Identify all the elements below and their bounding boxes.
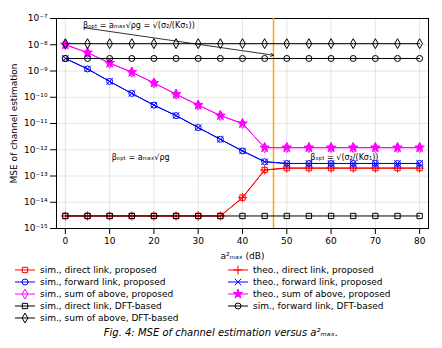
svg-text:20: 20 [148,236,160,246]
svg-text:10⁻¹³: 10⁻¹³ [24,171,48,181]
svg-text:10⁻¹¹: 10⁻¹¹ [24,118,48,128]
svg-text:MSE of channel estimation: MSE of channel estimation [9,64,19,184]
svg-text:10⁻⁸: 10⁻⁸ [28,40,48,50]
svg-text:βₒₚₜ = aₘₐₓ√ρg = √(σ₂/(Kσ₁)): βₒₚₜ = aₘₐₓ√ρg = √(σ₂/(Kσ₁)) [83,21,195,30]
svg-text:80: 80 [414,236,426,246]
svg-text:10: 10 [104,236,116,246]
html-text:theo., sum of above, proposed: theo., sum of above, proposed [253,288,391,299]
svg-text:50: 50 [281,236,293,246]
html-text:sim., sum of above, proposed: sim., sum of above, proposed [40,288,174,299]
svg-text:0: 0 [62,236,68,246]
svg-text:10⁻⁷: 10⁻⁷ [28,13,48,23]
svg-text:βₒₚₜ = aₘₐₓ√ρg: βₒₚₜ = aₘₐₓ√ρg [112,153,170,162]
svg-text:10⁻⁹: 10⁻⁹ [28,66,48,76]
html-text:sim., direct link, proposed: sim., direct link, proposed [40,264,157,275]
svg-text:10⁻¹⁰: 10⁻¹⁰ [24,92,48,102]
html-text:sim., direct link, DFT-based: sim., direct link, DFT-based [40,300,162,311]
html-text:Fig. 4: MSE of channel estimat: Fig. 4: MSE of channel estimation versus… [103,327,339,338]
svg-text:60: 60 [325,236,337,246]
html-text:sim., sum of above, DFT-based: sim., sum of above, DFT-based [40,312,179,323]
svg-text:40: 40 [237,236,249,246]
html-text:theo., forward link, proposed: theo., forward link, proposed [253,276,383,287]
svg-text:10⁻¹²: 10⁻¹² [24,145,48,155]
html-text:sim., forward link, DFT-based: sim., forward link, DFT-based [253,300,384,311]
svg-text:a²ₘₐₓ (dB): a²ₘₐₓ (dB) [220,251,264,261]
svg-text:βₒₚₜ = √(σ₂/(Kσ₁)): βₒₚₜ = √(σ₂/(Kσ₁)) [310,153,378,162]
html-text:sim., forward link, proposed: sim., forward link, proposed [40,276,166,287]
svg-text:10⁻¹⁵: 10⁻¹⁵ [24,223,48,233]
svg-text:70: 70 [370,236,382,246]
svg-text:10⁻¹⁴: 10⁻¹⁴ [24,197,48,207]
svg-text:30: 30 [192,236,204,246]
html-text:theo., direct link, proposed: theo., direct link, proposed [253,264,374,275]
